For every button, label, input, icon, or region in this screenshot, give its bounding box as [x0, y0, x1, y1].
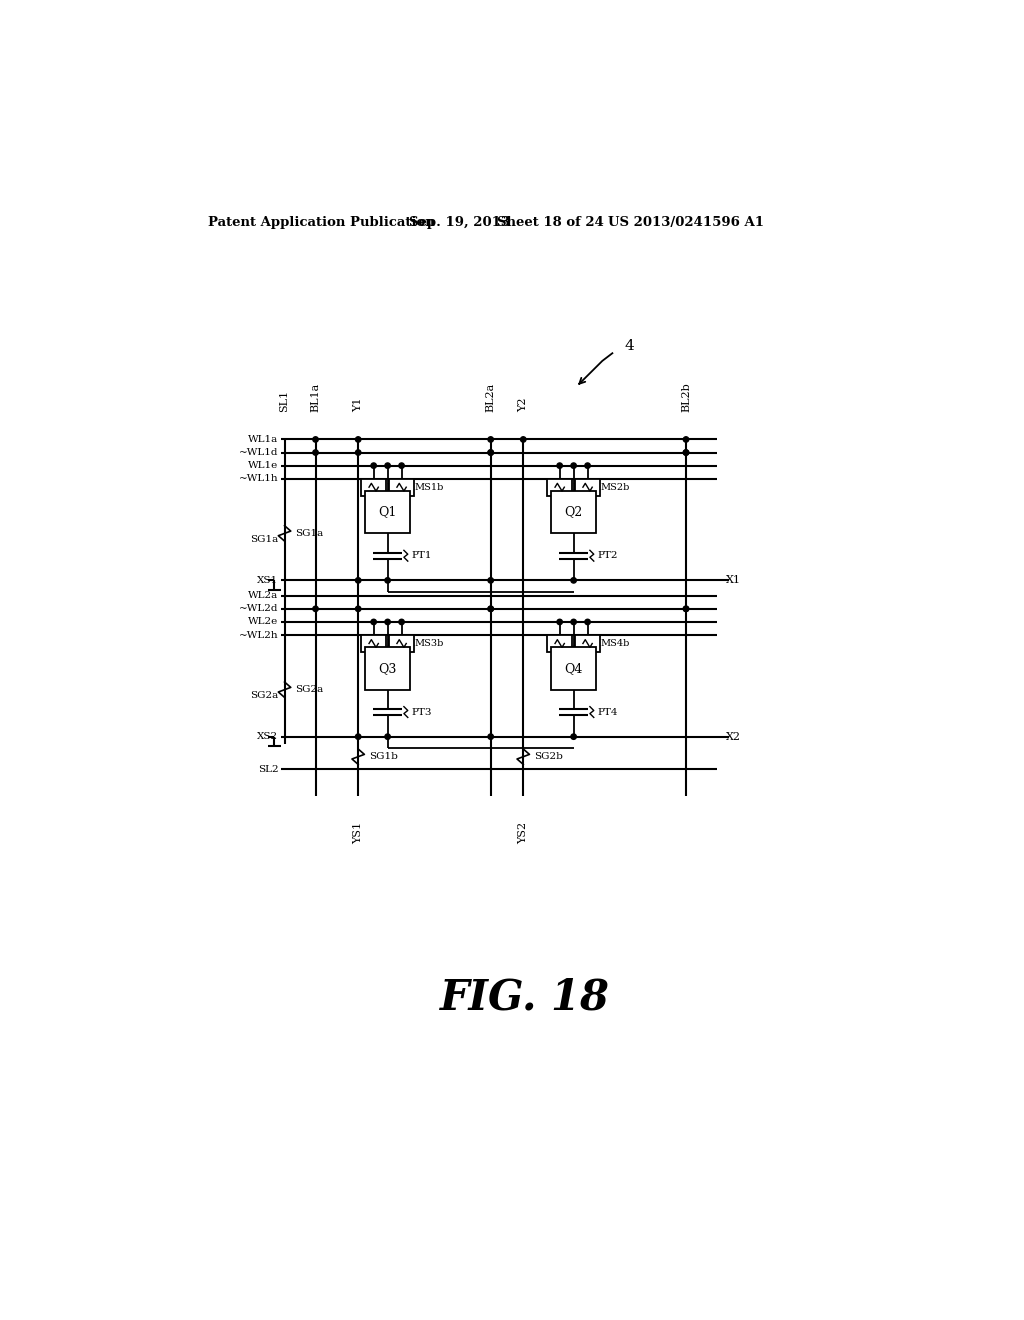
Text: SG2b: SG2b	[535, 752, 563, 762]
Text: Sep. 19, 2013: Sep. 19, 2013	[409, 215, 510, 228]
Bar	[361, 635, 386, 652]
Text: FIG. 18: FIG. 18	[439, 977, 610, 1019]
Circle shape	[385, 734, 390, 739]
Circle shape	[683, 437, 689, 442]
Text: MS4a: MS4a	[572, 639, 602, 648]
Circle shape	[399, 619, 404, 624]
Text: SG1a: SG1a	[250, 535, 279, 544]
Text: BL1a: BL1a	[310, 383, 321, 412]
Circle shape	[371, 463, 377, 469]
Text: MS4b: MS4b	[601, 639, 630, 648]
Text: US 2013/0241596 A1: US 2013/0241596 A1	[608, 215, 765, 228]
Circle shape	[399, 463, 404, 469]
Text: X2: X2	[726, 731, 741, 742]
Circle shape	[313, 606, 318, 611]
Text: XS2: XS2	[257, 733, 279, 741]
Circle shape	[371, 619, 377, 624]
Text: MS1b: MS1b	[415, 483, 444, 491]
Circle shape	[683, 450, 689, 455]
Circle shape	[488, 606, 494, 611]
Text: SG2a: SG2a	[250, 692, 279, 701]
Bar	[366, 647, 410, 689]
Bar	[361, 479, 386, 496]
Text: YS1: YS1	[353, 822, 364, 845]
Circle shape	[355, 734, 360, 739]
Text: Sheet 18 of 24: Sheet 18 of 24	[497, 215, 604, 228]
Circle shape	[557, 463, 562, 469]
Text: Q1: Q1	[379, 506, 397, 519]
Text: 4: 4	[625, 338, 635, 352]
Circle shape	[355, 606, 360, 611]
Circle shape	[571, 619, 577, 624]
Bar	[551, 491, 596, 533]
Text: WL2e: WL2e	[248, 618, 279, 627]
Text: XS1: XS1	[257, 576, 279, 585]
Text: MS3a: MS3a	[387, 639, 416, 648]
Circle shape	[520, 437, 526, 442]
Circle shape	[385, 578, 390, 583]
Circle shape	[488, 578, 494, 583]
Circle shape	[571, 734, 577, 739]
Circle shape	[313, 437, 318, 442]
Text: SL2: SL2	[258, 764, 279, 774]
Circle shape	[488, 450, 494, 455]
Circle shape	[313, 450, 318, 455]
Circle shape	[557, 619, 562, 624]
Text: SG1a: SG1a	[295, 529, 324, 537]
Text: WL1e: WL1e	[248, 461, 279, 470]
Text: ~WL2d: ~WL2d	[239, 605, 279, 614]
Circle shape	[488, 450, 494, 455]
Text: MS1a: MS1a	[387, 483, 416, 491]
Circle shape	[683, 606, 689, 611]
Circle shape	[488, 437, 494, 442]
Bar	[551, 647, 596, 689]
Text: X1: X1	[726, 576, 741, 585]
Text: SG1b: SG1b	[369, 752, 398, 762]
Text: PT3: PT3	[412, 708, 432, 717]
Text: SG2a: SG2a	[295, 685, 324, 694]
Bar	[366, 491, 410, 533]
Text: SL1: SL1	[280, 391, 290, 412]
Text: Patent Application Publication: Patent Application Publication	[208, 215, 434, 228]
Circle shape	[683, 450, 689, 455]
Circle shape	[683, 606, 689, 611]
Bar	[547, 479, 572, 496]
Text: YS2: YS2	[518, 822, 528, 845]
Circle shape	[355, 578, 360, 583]
Bar	[575, 479, 600, 496]
Circle shape	[355, 437, 360, 442]
Text: BL2b: BL2b	[681, 383, 691, 412]
Text: Q3: Q3	[379, 661, 397, 675]
Bar	[389, 635, 414, 652]
Circle shape	[385, 619, 390, 624]
Text: Y2: Y2	[518, 399, 528, 412]
Text: PT4: PT4	[598, 708, 618, 717]
Circle shape	[585, 619, 590, 624]
Circle shape	[488, 734, 494, 739]
Text: ~WL1h: ~WL1h	[239, 474, 279, 483]
Text: Q4: Q4	[564, 661, 583, 675]
Circle shape	[488, 606, 494, 611]
Text: ~WL2h: ~WL2h	[239, 631, 279, 639]
Text: WL2a: WL2a	[248, 591, 279, 601]
Text: MS3b: MS3b	[415, 639, 444, 648]
Circle shape	[355, 450, 360, 455]
Text: MS2b: MS2b	[601, 483, 630, 491]
Circle shape	[385, 463, 390, 469]
Text: MS2a: MS2a	[572, 483, 602, 491]
Circle shape	[571, 578, 577, 583]
Text: Q2: Q2	[564, 506, 583, 519]
Bar	[389, 479, 414, 496]
Text: Y1: Y1	[353, 399, 364, 412]
Bar	[547, 635, 572, 652]
Text: PT2: PT2	[598, 552, 618, 560]
Text: ~WL1d: ~WL1d	[239, 447, 279, 457]
Circle shape	[585, 463, 590, 469]
Text: BL2a: BL2a	[485, 383, 496, 412]
Circle shape	[571, 463, 577, 469]
Text: PT1: PT1	[412, 552, 432, 560]
Bar	[575, 635, 600, 652]
Text: WL1a: WL1a	[248, 436, 279, 444]
